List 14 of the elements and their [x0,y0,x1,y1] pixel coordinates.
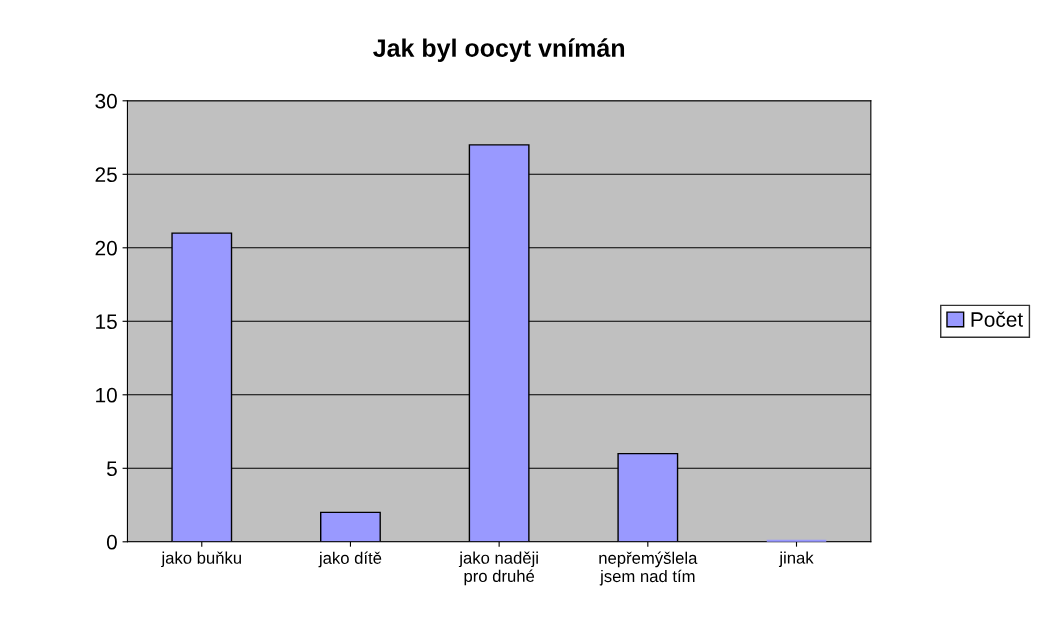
x-tick-label: nepřemýšlela jsem nad tím [599,551,698,586]
x-tick-label: jako buňku [161,551,241,568]
chart-title: Jak byl oocyt vnímán [373,38,625,62]
legend-label: Počet [971,311,1024,327]
y-tick-label: 20 [95,240,117,256]
y-tick-label: 10 [96,387,117,403]
x-tick-label: jako dítě [318,551,382,568]
y-tick-label: 15 [96,314,117,330]
y-tick-label: 5 [106,461,117,477]
x-tick-label: jinak [778,551,814,568]
y-tick-label: 30 [95,93,117,109]
y-tick-label: 0 [106,534,117,550]
y-tick-label: 25 [95,167,117,183]
x-tick-label: jako naději pro druhé [458,551,538,586]
